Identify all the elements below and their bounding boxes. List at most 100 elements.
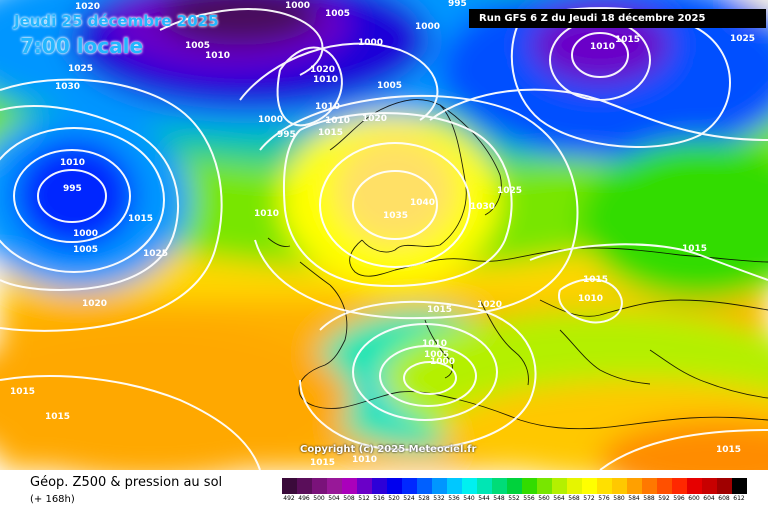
legend-swatch	[612, 478, 627, 494]
isobar-label: 1010	[254, 209, 279, 219]
isobar-label: 1015	[427, 305, 452, 315]
isobar-label: 1020	[310, 65, 335, 75]
legend-swatch	[342, 478, 357, 494]
isobar-label: 1015	[310, 458, 335, 468]
legend-tick-label: 612	[733, 495, 745, 502]
isobar-label: 1000	[73, 229, 98, 239]
legend-swatch	[702, 478, 717, 494]
legend-swatch	[387, 478, 402, 494]
isobar-label: 1010	[205, 51, 230, 61]
isobar-label: 1000	[258, 115, 283, 125]
isobars	[0, 7, 768, 470]
model-run-label: Run GFS 6 Z du Jeudi 18 décembre 2025	[469, 9, 766, 28]
isobar-label: 1005	[424, 350, 449, 360]
legend-swatch	[642, 478, 657, 494]
legend-swatch	[717, 478, 732, 494]
legend-swatch	[657, 478, 672, 494]
legend-tick-label: 504	[328, 495, 340, 502]
legend-tick-label: 596	[673, 495, 685, 502]
legend-tick-label: 608	[718, 495, 730, 502]
isobar-label: 1010	[313, 75, 338, 85]
isobar-label: 1010	[325, 116, 350, 126]
legend-tick-label: 604	[703, 495, 715, 502]
legend-swatch	[297, 478, 312, 494]
legend-swatch	[462, 478, 477, 494]
legend-tick-label: 584	[628, 495, 640, 502]
legend-tick-label: 496	[298, 495, 310, 502]
isobar-label: 1015	[45, 412, 70, 422]
legend-swatch	[357, 478, 372, 494]
isobar-label: 1010	[352, 455, 377, 465]
legend-swatch	[282, 478, 297, 494]
isobar-label: 1010	[315, 102, 340, 112]
isobar-labels: 1020100510101000100599510001000102510301…	[10, 0, 755, 468]
legend-swatch	[417, 478, 432, 494]
legend-tick-label: 592	[658, 495, 670, 502]
isobar-label: 1020	[477, 300, 502, 310]
legend-tick-label: 564	[553, 495, 565, 502]
isobar-label: 1000	[285, 1, 310, 11]
legend-swatch	[432, 478, 447, 494]
isobar-label: 1015	[128, 214, 153, 224]
footer-bar: Géop. Z500 & pression au sol (+ 168h) 49…	[0, 470, 768, 512]
legend-swatch	[627, 478, 642, 494]
legend-swatch	[552, 478, 567, 494]
isobar-label: 1030	[470, 202, 495, 212]
valid-time-label: 7:00 locale	[20, 34, 144, 58]
legend-tick-label: 508	[343, 495, 355, 502]
valid-date-label: Jeudi 25 décembre 2025	[14, 12, 219, 30]
legend-tick-label: 556	[523, 495, 535, 502]
isobar-label: 1025	[68, 64, 93, 74]
legend-tick-label: 532	[433, 495, 445, 502]
isobar-label: 995	[448, 0, 467, 9]
legend-swatch	[567, 478, 582, 494]
isobar-label: 1015	[716, 445, 741, 455]
coastlines	[267, 99, 768, 430]
legend-tick-label: 516	[373, 495, 385, 502]
copyright-notice: Copyright (c) 2025 Meteociel.fr	[300, 444, 477, 455]
isobar-label: 995	[63, 184, 82, 194]
legend-tick-label: 544	[478, 495, 490, 502]
legend-tick-label: 580	[613, 495, 625, 502]
isobar-label: 1015	[583, 275, 608, 285]
legend-swatch	[672, 478, 687, 494]
isobar-label: 995	[277, 130, 296, 140]
legend-swatch	[477, 478, 492, 494]
forecast-map: 1020100510101000100599510001000102510301…	[0, 0, 768, 470]
legend-tick-label: 520	[388, 495, 400, 502]
legend-tick-label: 528	[418, 495, 430, 502]
isobar-label: 1030	[55, 82, 80, 92]
isobar-label: 1025	[497, 186, 522, 196]
isobar-label: 1005	[73, 245, 98, 255]
legend-tick-label: 512	[358, 495, 370, 502]
isobar-label: 1015	[615, 35, 640, 45]
legend-tick-label: 568	[568, 495, 580, 502]
legend-tick-label: 492	[283, 495, 295, 502]
legend-swatch	[522, 478, 537, 494]
legend-swatch	[492, 478, 507, 494]
color-scale-legend: 492 496 500 504 508 512 516 520 524 528 532 536 540 5…	[282, 478, 752, 506]
legend-tick-label: 560	[538, 495, 550, 502]
lead-time-label: (+ 168h)	[30, 494, 75, 505]
legend-tick-label: 572	[583, 495, 595, 502]
legend-tick-label: 548	[493, 495, 505, 502]
isobar-label: 1020	[362, 114, 387, 124]
legend-swatch	[447, 478, 462, 494]
geopotential-field	[0, 0, 768, 470]
legend-swatch	[537, 478, 552, 494]
isobar-label: 1000	[415, 22, 440, 32]
isobar-label: 1015	[318, 128, 343, 138]
legend-tick-label: 536	[448, 495, 460, 502]
isobar-label: 1020	[75, 2, 100, 12]
isobar-label: 1020	[82, 299, 107, 309]
isobar-label: 1005	[377, 81, 402, 91]
legend-swatch	[582, 478, 597, 494]
isobar-label: 1005	[325, 9, 350, 19]
legend-swatch	[327, 478, 342, 494]
legend-tick-label: 588	[643, 495, 655, 502]
isobar-label: 1035	[383, 211, 408, 221]
legend-swatch	[402, 478, 417, 494]
isobar-label: 1010	[422, 339, 447, 349]
legend-tick-label: 600	[688, 495, 700, 502]
isobar-label: 1010	[60, 158, 85, 168]
